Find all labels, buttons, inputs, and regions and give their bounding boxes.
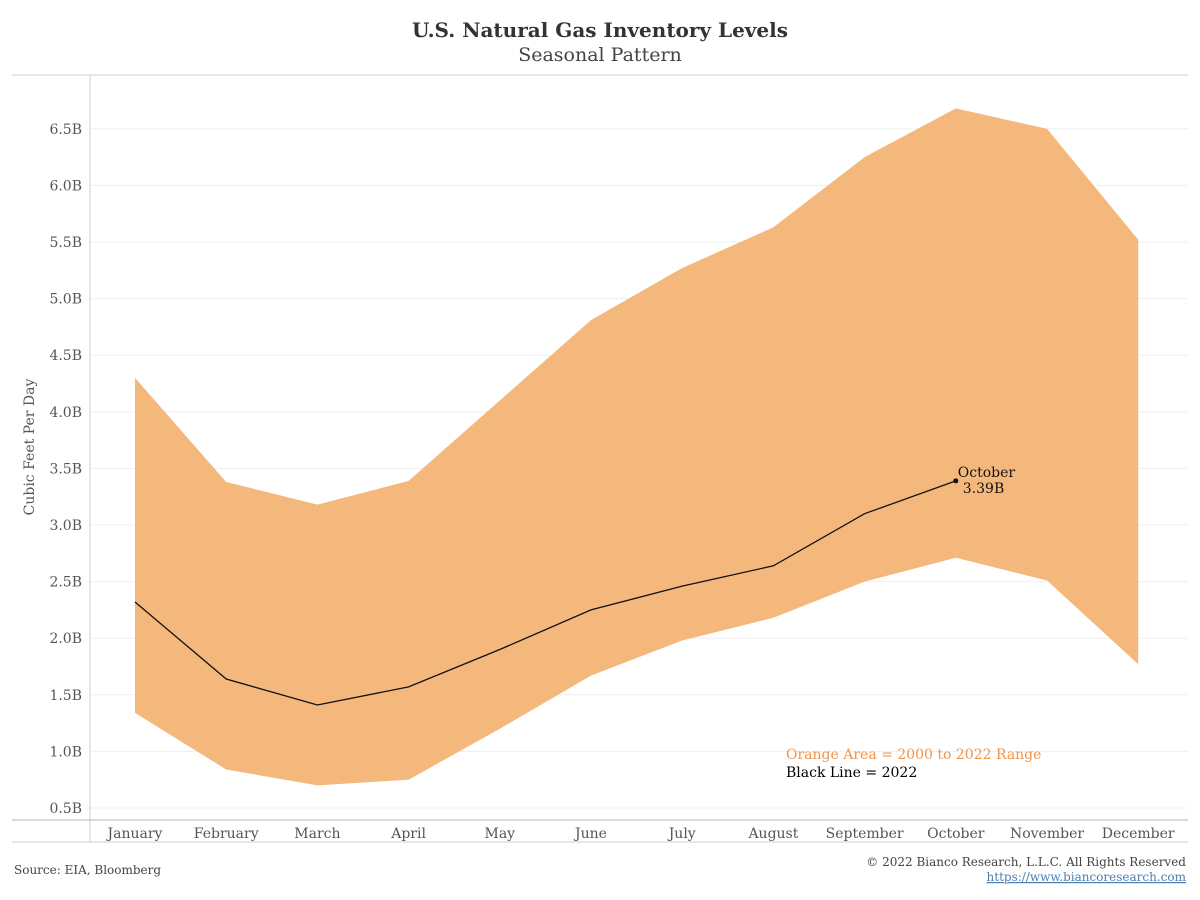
x-tick-label: July (667, 826, 696, 842)
x-tick-label: December (1102, 826, 1175, 842)
october-annotation: October 3.39B (953, 465, 1015, 497)
y-tick-label: 3.0B (49, 518, 82, 534)
x-tick-label: March (294, 826, 340, 842)
source-note: Source: EIA, Bloomberg (14, 863, 161, 877)
y-tick-label: 0.5B (49, 801, 82, 817)
y-tick-label: 6.0B (49, 178, 82, 194)
series-line-0 (134, 480, 957, 706)
annotation-value: 3.39B (963, 481, 1004, 497)
y-axis-label: Cubic Feet Per Day (22, 379, 38, 516)
y-tick-label: 4.5B (49, 348, 82, 364)
copyright-note: © 2022 Bianco Research, L.L.C. All Right… (866, 855, 1186, 869)
y-tick-label: 1.5B (49, 688, 82, 704)
y-tick-label: 3.5B (49, 461, 82, 477)
series-line-layer (134, 480, 957, 706)
y-axis-tick-labels: 0.5B 1.0B 1.5B 2.0B 2.5B 3.0B 3.5B 4.0B 4.5B 5.0B… (49, 122, 82, 817)
x-tick-label: June (573, 826, 607, 842)
x-tick-label: November (1010, 826, 1084, 842)
x-axis-tick-labels: January February March April May June July Augu… (106, 826, 1175, 842)
annotation-month: October (958, 465, 1016, 481)
x-tick-label: February (194, 826, 259, 842)
range-area (135, 108, 1139, 786)
october-point-marker (953, 478, 959, 484)
range-area-layer (135, 108, 1139, 786)
chart-subtitle: Seasonal Pattern (518, 44, 682, 66)
y-tick-label: 1.0B (49, 744, 82, 760)
x-tick-label: January (106, 826, 163, 842)
x-tick-label: August (747, 826, 798, 842)
y-tick-label: 2.5B (49, 575, 82, 591)
website-link[interactable]: https://www.biancoresearch.com (987, 870, 1187, 884)
x-tick-label: April (390, 826, 426, 842)
legend-line-text: Black Line = 2022 (786, 765, 917, 781)
x-tick-label: September (826, 826, 904, 842)
y-tick-label: 2.0B (49, 631, 82, 647)
chart-title: U.S. Natural Gas Inventory Levels (412, 18, 788, 42)
y-tick-label: 6.5B (49, 122, 82, 138)
x-tick-label: October (927, 826, 985, 842)
y-tick-label: 5.0B (49, 292, 82, 308)
y-tick-label: 5.5B (49, 235, 82, 251)
legend-range-text: Orange Area = 2000 to 2022 Range (786, 747, 1041, 763)
x-tick-label: May (485, 826, 516, 842)
y-tick-label: 4.0B (49, 405, 82, 421)
